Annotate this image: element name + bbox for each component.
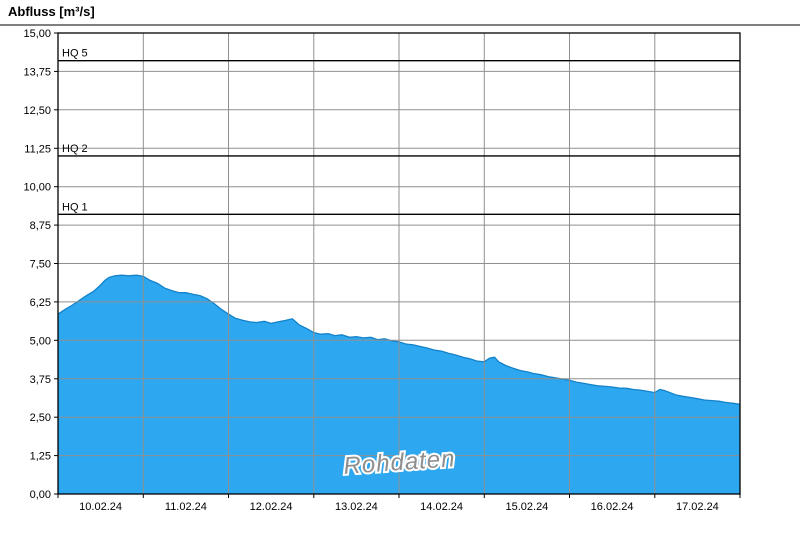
threshold-label-hq-2: HQ 2 bbox=[62, 143, 88, 155]
y-tick-label: 8,75 bbox=[30, 220, 51, 232]
y-tick-label: 13,75 bbox=[23, 66, 51, 78]
y-tick-label: 11,25 bbox=[24, 143, 51, 155]
x-tick-label: 14.02.24 bbox=[420, 501, 463, 513]
x-tick-label: 11.02.24 bbox=[165, 501, 207, 513]
y-tick-label: 7,50 bbox=[30, 259, 51, 271]
y-tick-label: 5,00 bbox=[30, 335, 51, 347]
y-tick-label: 12,50 bbox=[23, 105, 51, 117]
y-tick-label: 3,75 bbox=[30, 374, 51, 386]
x-tick-label: 12.02.24 bbox=[250, 501, 293, 513]
threshold-label-hq-1: HQ 1 bbox=[62, 201, 88, 213]
threshold-label-hq-5: HQ 5 bbox=[62, 48, 88, 60]
y-tick-label: 15,00 bbox=[23, 28, 51, 40]
x-tick-label: 13.02.24 bbox=[335, 501, 378, 513]
x-tick-label: 15.02.24 bbox=[505, 501, 548, 513]
y-tick-label: 2,50 bbox=[30, 412, 51, 424]
y-tick-label: 1,25 bbox=[30, 451, 51, 463]
chart-title: Abfluss [m³/s] bbox=[8, 4, 95, 19]
plot-area: HQ 5 HQ 2 HQ 1 0,00 1,25 2,50 3,75 5,00 6,25 7,50… bbox=[23, 28, 741, 513]
y-tick-label: 10,00 bbox=[23, 182, 51, 194]
y-tick-label: 6,25 bbox=[30, 297, 51, 309]
x-tick-label: 16.02.24 bbox=[591, 501, 634, 513]
x-tick-label: 17.02.24 bbox=[676, 501, 719, 513]
y-tick-label: 0,00 bbox=[30, 489, 51, 501]
x-tick-label: 10.02.24 bbox=[79, 501, 122, 513]
